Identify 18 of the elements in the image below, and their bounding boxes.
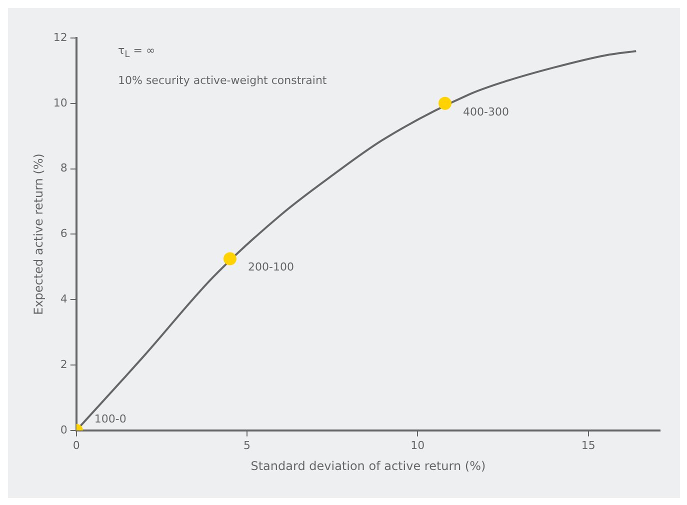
annotation: 10% security active-weight constraint <box>118 74 327 87</box>
y-tick-label: 6 <box>60 227 68 240</box>
x-tick-label: 0 <box>72 438 80 452</box>
y-tick-label: 2 <box>60 358 68 371</box>
x-tick-label: 5 <box>244 438 251 452</box>
annotation: 100-0 <box>94 412 126 426</box>
y-tick-label: 8 <box>60 162 68 175</box>
annotation: τ$_{L}$ = ∞ <box>118 44 156 60</box>
y-tick-label: 0 <box>60 423 68 436</box>
y-tick-label: 10 <box>53 96 68 110</box>
annotation: 200-100 <box>248 260 294 274</box>
y-tick-label: 12 <box>53 30 68 44</box>
x-axis-title: Standard deviation of active return (%) <box>250 458 486 473</box>
annotation: 400-300 <box>462 105 509 118</box>
y-tick-label: 4 <box>60 292 68 306</box>
x-tick-label: 15 <box>581 438 596 452</box>
x-tick-label: 10 <box>410 438 425 452</box>
y-axis-title: Expected active return (%) <box>31 154 46 315</box>
